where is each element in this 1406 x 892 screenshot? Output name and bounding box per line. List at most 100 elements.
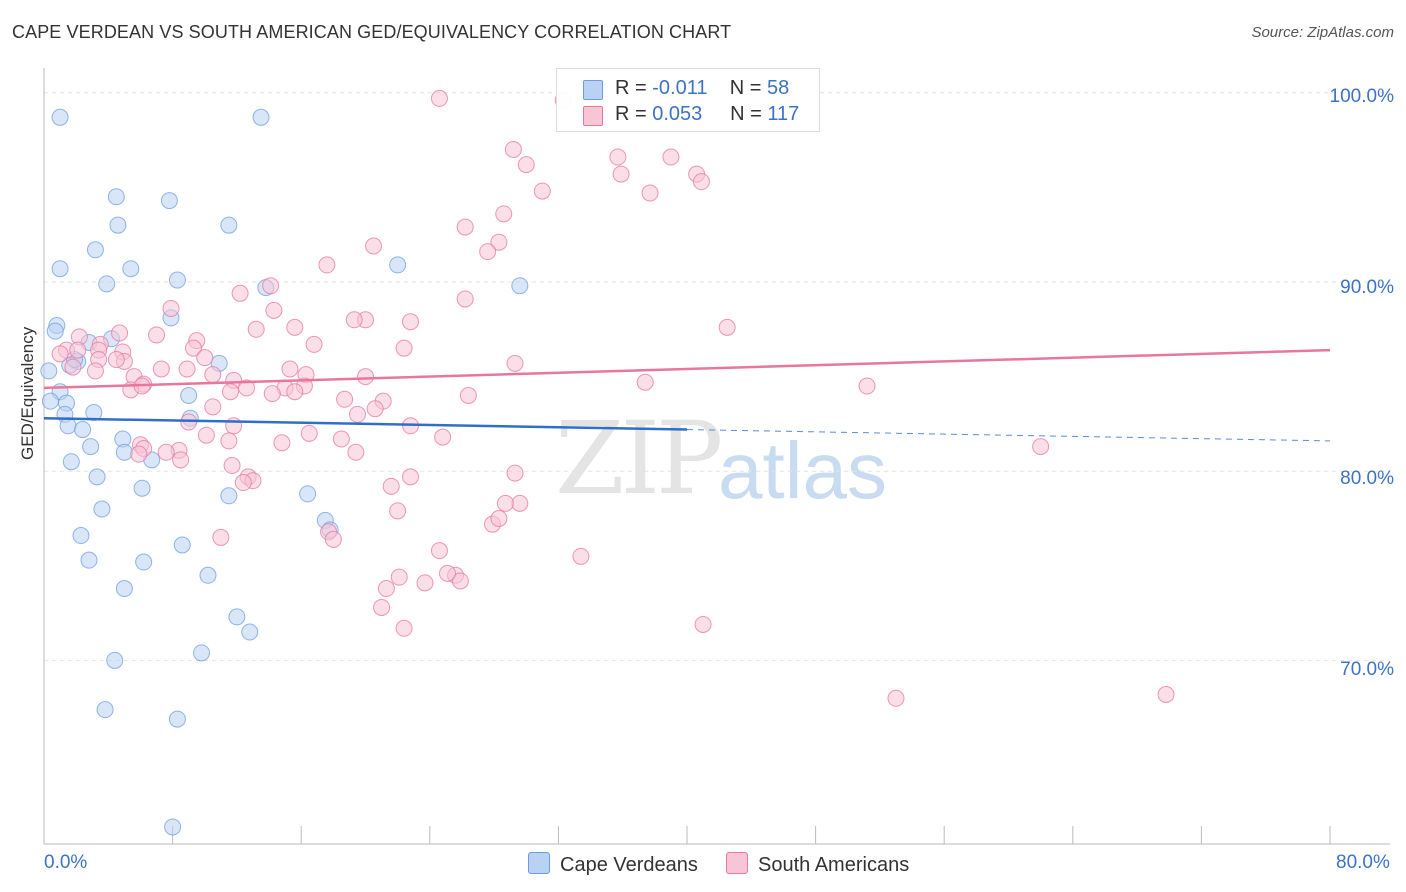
point-south-american-93	[234, 474, 252, 492]
point-south-american-14	[490, 233, 508, 251]
point-south-american-82	[273, 434, 291, 452]
point-cape-verdean-25	[180, 386, 198, 404]
point-south-american-66	[286, 383, 304, 401]
trendline-cape-verdean	[43, 416, 688, 431]
point-south-american-40	[196, 349, 214, 367]
point-cape-verdean-47	[80, 551, 98, 569]
point-cape-verdean-8	[51, 260, 69, 278]
point-south-american-70	[366, 400, 384, 418]
point-south-american-28	[718, 318, 736, 336]
point-cape-verdean-31	[59, 417, 77, 435]
legend-n-value-pink: 117	[767, 103, 800, 125]
point-south-american-10	[641, 184, 659, 202]
point-south-american-35	[184, 339, 202, 357]
point-south-american-62	[238, 379, 256, 397]
point-south-american-7	[612, 165, 630, 183]
point-south-american-112	[451, 572, 469, 590]
point-cape-verdean-10	[98, 275, 116, 293]
point-south-american-81	[434, 428, 452, 446]
point-south-american-52	[64, 358, 82, 376]
point-south-american-76	[225, 417, 243, 435]
point-cape-verdean-53	[106, 651, 124, 669]
point-cape-verdean-26	[41, 392, 59, 410]
bottom-legend-label-pink: South Americans	[758, 854, 910, 876]
point-south-american-19	[231, 284, 249, 302]
point-cape-verdean-7	[389, 256, 407, 274]
point-south-american-45	[107, 351, 125, 369]
point-south-american-44	[395, 339, 413, 357]
y-tick-70: 70.0%	[1340, 659, 1394, 680]
point-south-american-27	[247, 320, 265, 338]
point-south-american-16	[365, 237, 383, 255]
point-south-american-15	[479, 243, 497, 261]
point-cape-verdean-3	[160, 192, 178, 210]
point-south-american-38	[69, 341, 87, 359]
x-tick-max: 80.0%	[1336, 852, 1390, 873]
point-south-american-26	[345, 311, 363, 329]
point-south-american-4	[517, 156, 535, 174]
point-south-american-108	[416, 574, 434, 592]
point-cape-verdean-0	[51, 108, 69, 126]
point-south-american-85	[130, 445, 148, 463]
point-south-american-101	[389, 502, 407, 520]
point-south-american-77	[300, 424, 318, 442]
point-south-american-97	[1032, 438, 1050, 456]
point-cape-verdean-51	[228, 608, 246, 626]
point-south-american-9	[692, 173, 710, 191]
point-cape-verdean-54	[193, 644, 211, 662]
point-south-american-33	[305, 335, 323, 353]
legend-r-value-blue: -0.011	[652, 77, 708, 99]
point-south-american-63	[221, 383, 239, 401]
point-south-american-118	[1157, 685, 1175, 703]
legend-n-label-pink: N =	[730, 103, 768, 125]
trendline-cape-verdean-extrapolated	[686, 429, 1331, 442]
point-south-american-58	[357, 368, 374, 386]
point-south-american-73	[348, 405, 366, 423]
point-cape-verdean-15	[46, 322, 64, 340]
point-south-american-11	[533, 182, 551, 200]
point-cape-verdean-9	[122, 260, 140, 278]
point-south-american-113	[438, 564, 456, 582]
bottom-legend-blue: Cape Verdeans	[528, 852, 698, 877]
point-south-american-53	[86, 362, 104, 380]
legend-r-label-pink: R =	[615, 103, 653, 125]
point-cape-verdean-45	[72, 527, 90, 545]
watermark-atlas: atlas	[718, 426, 887, 515]
point-south-american-104	[511, 494, 529, 512]
point-south-american-94	[382, 477, 400, 495]
point-south-american-13	[456, 218, 474, 236]
point-cape-verdean-2	[107, 188, 125, 206]
point-south-american-18	[262, 277, 280, 295]
bottom-legend-swatch-pink	[726, 852, 748, 874]
point-south-american-105	[496, 494, 514, 512]
point-south-american-114	[430, 542, 448, 560]
point-cape-verdean-49	[199, 566, 217, 584]
point-south-american-12	[495, 205, 513, 223]
point-cape-verdean-4	[109, 216, 127, 234]
point-south-american-71	[204, 398, 222, 416]
point-cape-verdean-29	[85, 404, 103, 422]
point-cape-verdean-35	[115, 443, 133, 461]
point-cape-verdean-23	[40, 362, 58, 380]
point-cape-verdean-13	[511, 277, 529, 295]
point-cape-verdean-56	[168, 710, 186, 728]
point-south-american-29	[111, 324, 129, 342]
point-cape-verdean-38	[88, 468, 106, 486]
legend-n-label-blue: N =	[729, 77, 767, 99]
chart-title: CAPE VERDEAN VS SOUTH AMERICAN GED/EQUIV…	[12, 22, 732, 42]
point-south-american-23	[286, 318, 304, 336]
point-south-american-47	[152, 360, 170, 378]
point-south-american-51	[204, 366, 222, 384]
point-south-american-109	[373, 598, 391, 616]
bottom-legend-label-blue: Cape Verdeans	[560, 854, 698, 876]
point-south-american-69	[459, 386, 477, 404]
bottom-legend-swatch-blue	[528, 852, 550, 874]
point-cape-verdean-11	[168, 271, 186, 289]
point-south-american-87	[157, 443, 175, 461]
point-south-american-89	[172, 451, 190, 469]
point-south-american-107	[377, 580, 395, 598]
legend-n-value-blue: 58	[766, 77, 790, 99]
point-south-american-106	[390, 568, 408, 586]
point-south-american-6	[662, 148, 680, 166]
